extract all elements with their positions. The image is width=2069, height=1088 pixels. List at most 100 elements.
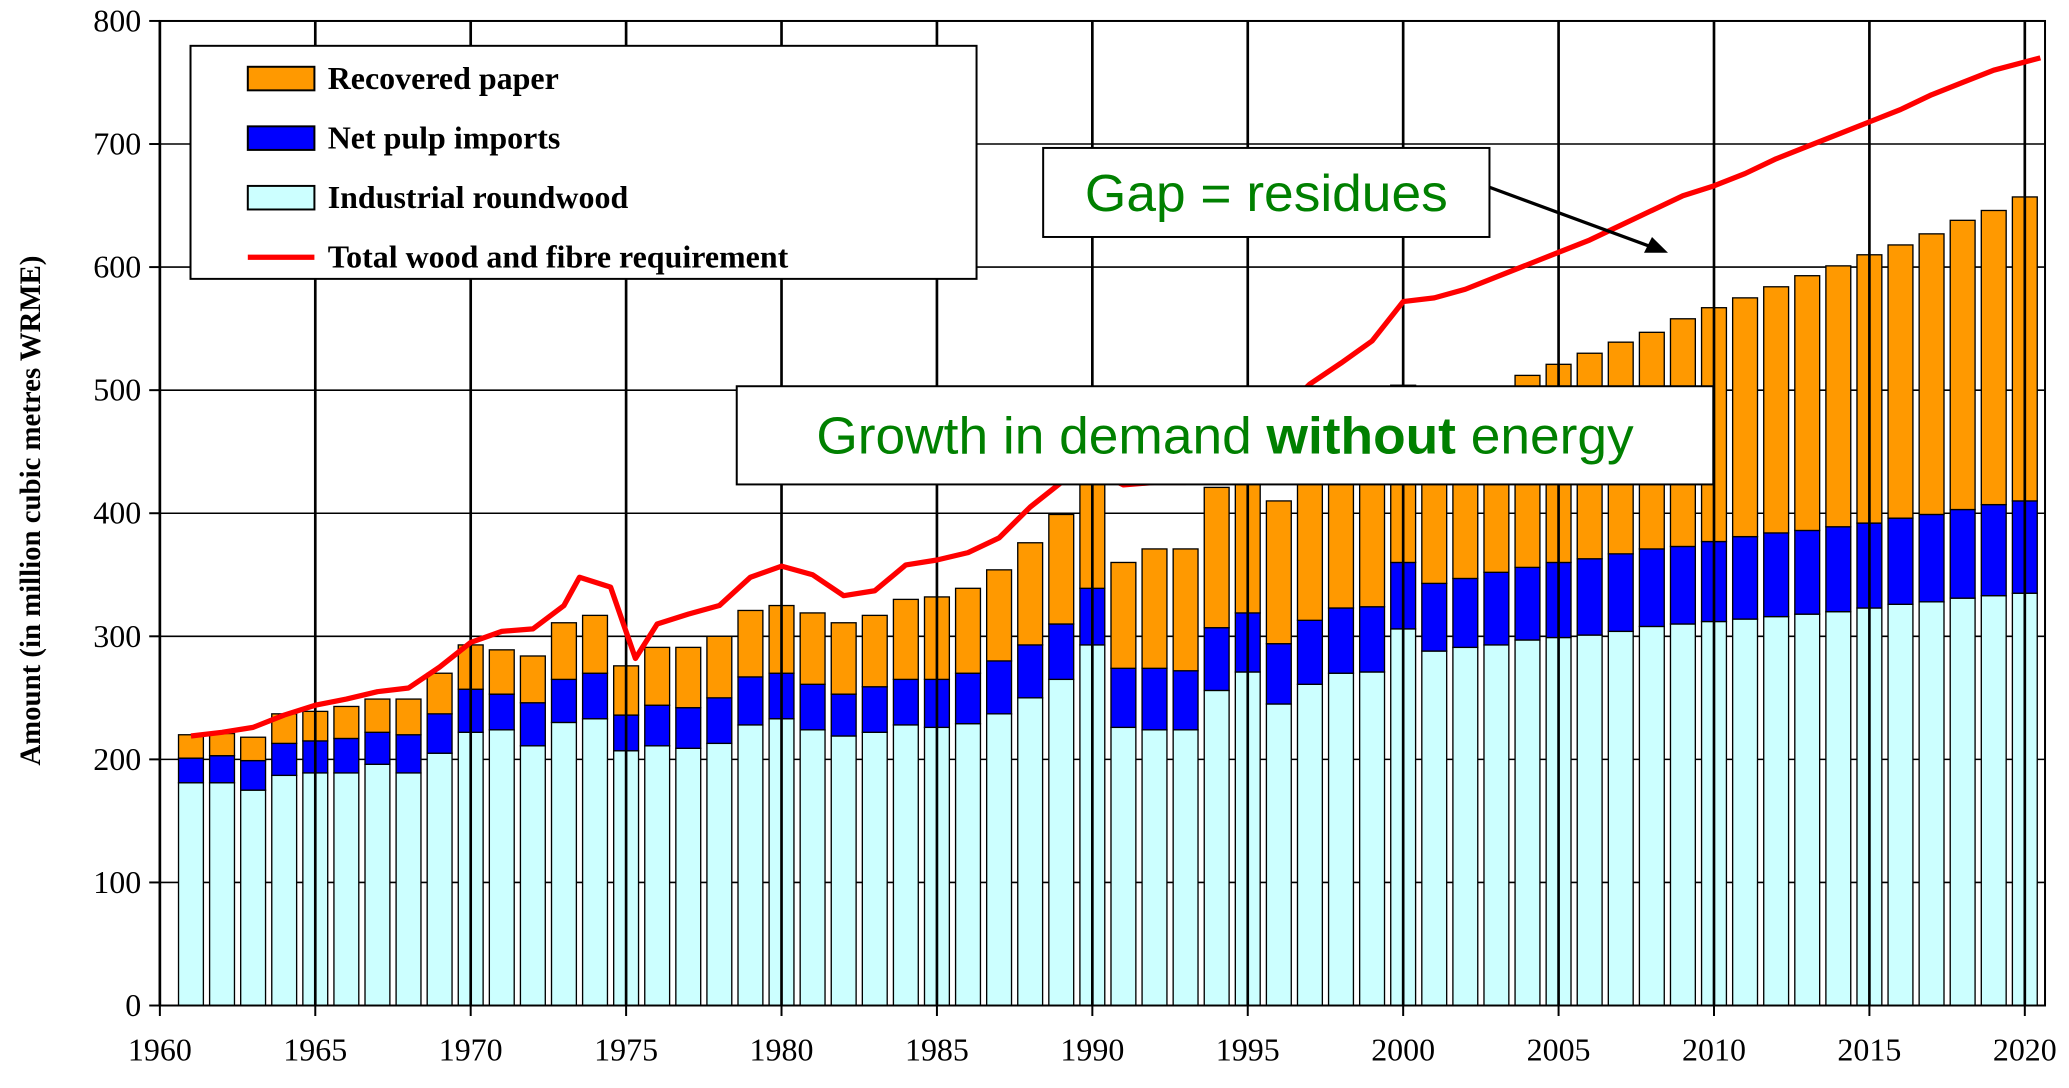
x-tick-label: 1980 bbox=[750, 1033, 814, 1068]
bar-segment bbox=[706, 697, 733, 745]
bar-segment bbox=[333, 772, 360, 1007]
bar-segment bbox=[1980, 209, 2007, 506]
bar-segment bbox=[830, 622, 857, 695]
bar-segment bbox=[644, 704, 671, 747]
bar-segment bbox=[333, 705, 360, 740]
bar-segment bbox=[985, 569, 1013, 662]
bar-segment bbox=[1327, 672, 1355, 1007]
bar-segment bbox=[954, 587, 982, 674]
bar-segment bbox=[364, 763, 391, 1007]
annotation-part: without bbox=[1266, 407, 1456, 465]
bar-segment bbox=[1763, 615, 1790, 1007]
bar-segment bbox=[1980, 503, 2007, 597]
bar-segment bbox=[1949, 219, 1976, 511]
bar-segment bbox=[830, 693, 857, 737]
bar-segment bbox=[1048, 513, 1075, 625]
bar-segment bbox=[675, 646, 702, 709]
bar-segment bbox=[1887, 517, 1914, 605]
legend-label: Net pulp imports bbox=[328, 121, 561, 156]
bar-segment bbox=[1763, 532, 1790, 618]
bar-segment bbox=[1141, 667, 1168, 731]
bar-segment bbox=[1048, 623, 1075, 681]
annotation-box bbox=[1042, 146, 1491, 238]
y-axis-label: Amount (in million cubic metres WRME) bbox=[15, 256, 47, 766]
bar-segment bbox=[1918, 233, 1945, 516]
plot-frame bbox=[158, 19, 2047, 1007]
bar-segment bbox=[1017, 697, 1044, 1007]
bar-segment bbox=[1452, 577, 1479, 649]
bar-segment bbox=[208, 755, 236, 784]
bar-segment bbox=[892, 678, 919, 726]
bar-segment bbox=[1048, 678, 1075, 1007]
bar-segment bbox=[1265, 703, 1292, 1007]
bar-segment bbox=[985, 713, 1013, 1007]
legend-label: Industrial roundwood bbox=[328, 180, 629, 215]
bar-segment bbox=[861, 614, 888, 688]
bar-segment bbox=[830, 735, 857, 1007]
bar-segment bbox=[426, 713, 453, 754]
legend-box bbox=[189, 44, 978, 280]
bar-segment bbox=[550, 678, 578, 724]
bar-segment bbox=[737, 724, 764, 1007]
bar-segment bbox=[1172, 670, 1199, 731]
bar-segment bbox=[208, 732, 236, 757]
bar-segment bbox=[488, 649, 515, 695]
bar-segment bbox=[644, 745, 671, 1007]
annotation-part: Growth in demand bbox=[816, 407, 1266, 465]
bar-segment bbox=[1731, 535, 1759, 620]
bar-segment bbox=[1794, 275, 1821, 532]
bar-segment bbox=[395, 698, 422, 736]
bar-segment bbox=[1110, 667, 1137, 729]
bar-segment bbox=[1172, 548, 1199, 672]
bar-segment bbox=[1296, 619, 1324, 685]
bar-segment bbox=[1576, 634, 1603, 1007]
bar-segment bbox=[581, 718, 609, 1007]
bar-segment bbox=[1638, 625, 1665, 1007]
legend-swatch bbox=[246, 125, 316, 151]
bar-segment bbox=[1825, 611, 1852, 1007]
bar-segment bbox=[488, 729, 515, 1007]
bar-segment bbox=[1452, 646, 1479, 1007]
bar-segment bbox=[1327, 607, 1355, 674]
annotation-part: energy bbox=[1456, 407, 1634, 465]
bar-segment bbox=[1421, 650, 1448, 1007]
bar-segment bbox=[1638, 548, 1665, 628]
bar-segment bbox=[1887, 603, 1914, 1007]
bar-segment bbox=[1669, 545, 1697, 625]
bar-segment bbox=[581, 672, 609, 720]
x-tick-label: 2020 bbox=[1993, 1033, 2057, 1068]
bar-segment bbox=[1296, 463, 1324, 621]
bar-segment bbox=[1514, 566, 1541, 641]
bar-segment bbox=[1918, 513, 1945, 603]
legend-label: Recovered paper bbox=[328, 61, 559, 96]
bar-segment bbox=[892, 598, 919, 681]
bar-segment bbox=[519, 655, 546, 704]
bar-segment bbox=[1794, 529, 1821, 615]
bar-segment bbox=[1887, 244, 1914, 519]
legend-swatch bbox=[246, 65, 316, 92]
bar-segment bbox=[1949, 597, 1976, 1007]
annotation-arrow bbox=[1488, 185, 1661, 252]
y-tick-label: 200 bbox=[93, 742, 141, 777]
bar-segment bbox=[240, 789, 267, 1007]
y-tick-label: 300 bbox=[93, 619, 141, 654]
y-tick-label: 400 bbox=[93, 496, 141, 531]
x-tick-label: 2015 bbox=[1837, 1033, 1901, 1068]
bar-segment bbox=[1110, 561, 1137, 669]
x-tick-label: 1970 bbox=[439, 1033, 503, 1068]
bar-segment bbox=[799, 683, 826, 731]
bar-segment bbox=[426, 672, 453, 715]
annotation: Growth in demand without energy bbox=[816, 407, 1634, 465]
bar-segment bbox=[395, 734, 422, 774]
bar-segment bbox=[861, 731, 888, 1007]
bar-segment bbox=[675, 747, 702, 1007]
bar-segment bbox=[954, 723, 982, 1007]
bar-segment bbox=[1265, 643, 1292, 705]
annotation-box bbox=[735, 385, 1715, 486]
bar-segment bbox=[675, 707, 702, 749]
bar-segment bbox=[1825, 265, 1852, 528]
bar-segment bbox=[1607, 553, 1634, 633]
bar-segment bbox=[1203, 486, 1230, 629]
